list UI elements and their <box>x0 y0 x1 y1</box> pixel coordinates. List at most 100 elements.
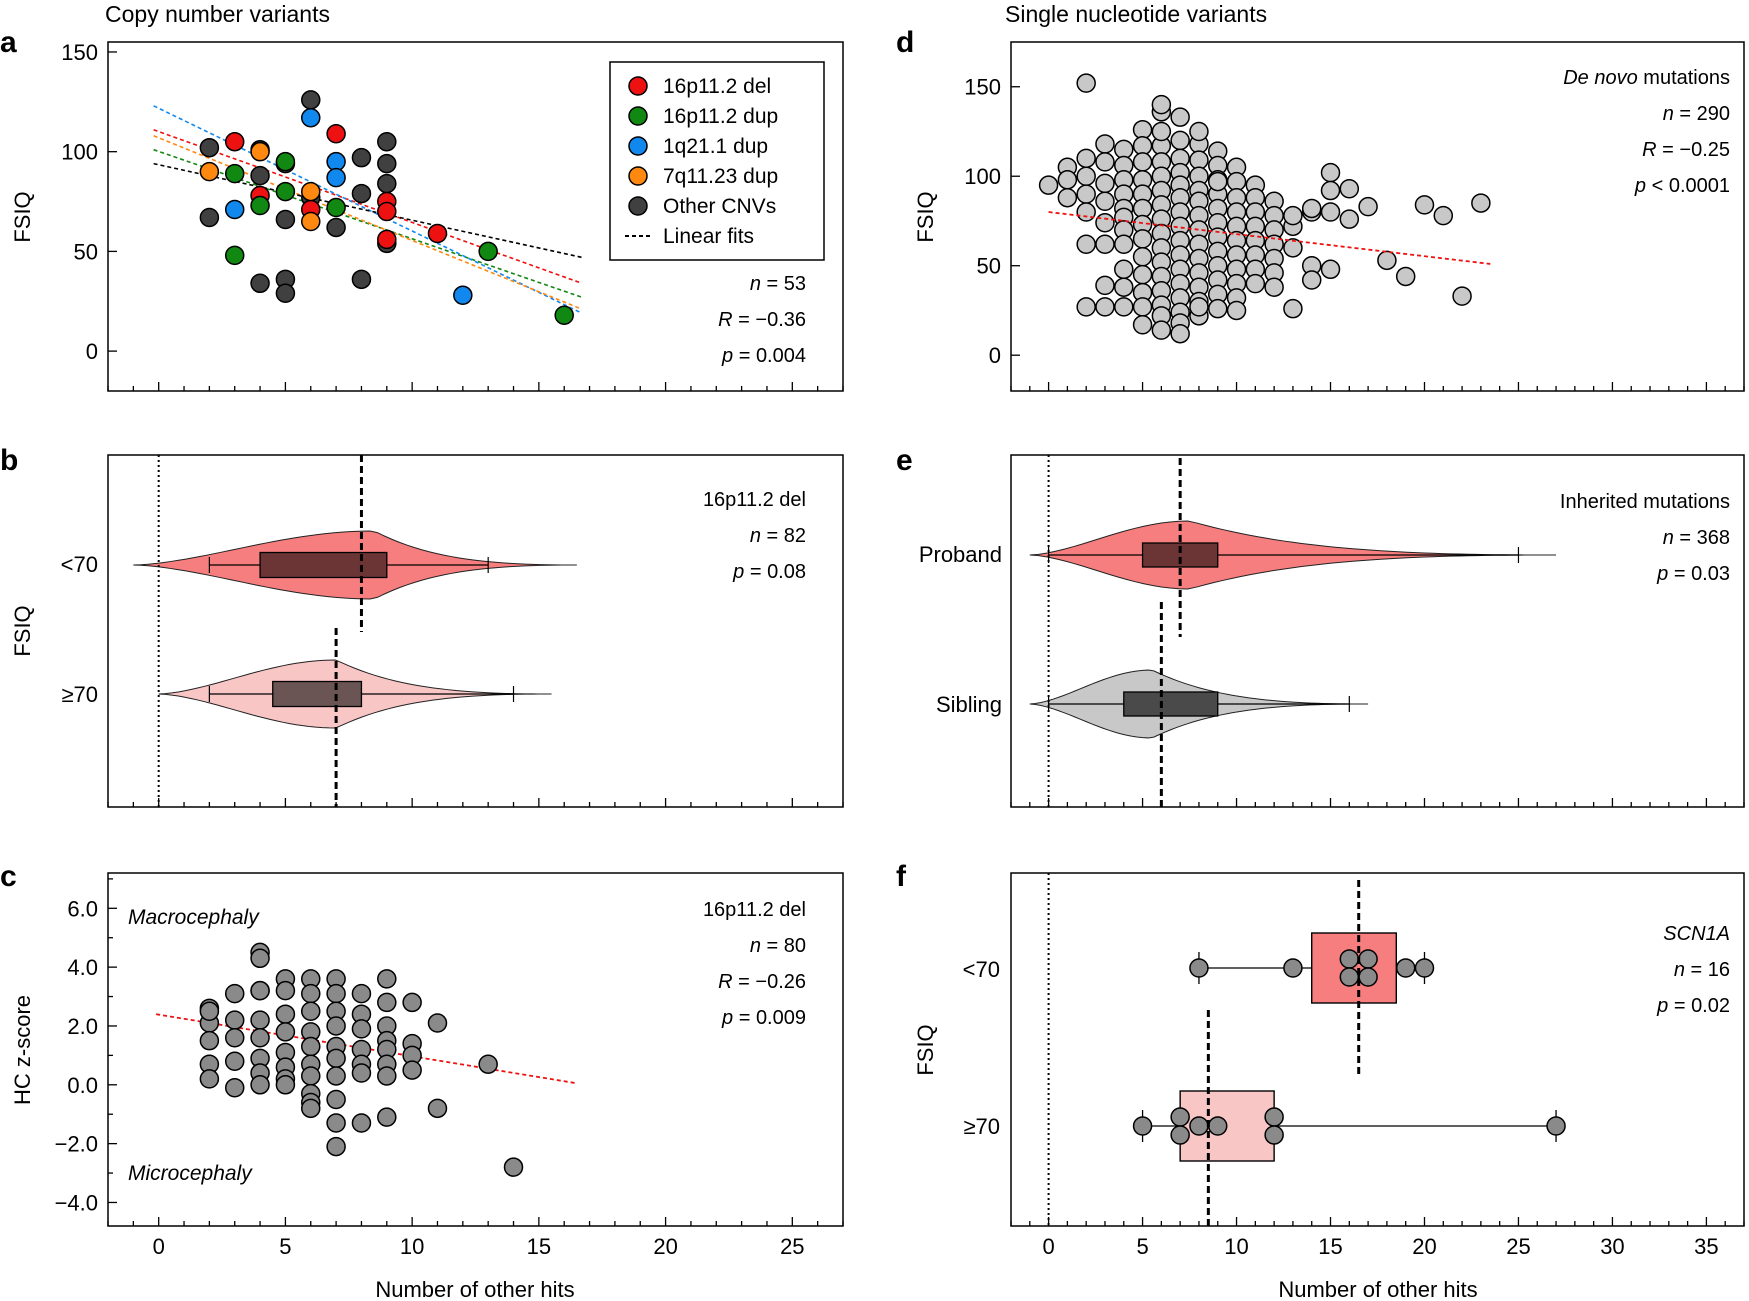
data-point <box>1114 259 1134 280</box>
x-tick-label: 30 <box>1600 1234 1624 1259</box>
section-title-right: Single nucleotide variants <box>1005 1 1267 27</box>
data-point <box>199 161 220 182</box>
data-point <box>1170 107 1190 127</box>
data-point <box>326 1136 346 1157</box>
panel-e-stat-label: Inherited mutations <box>1560 491 1730 513</box>
data-point <box>1207 171 1228 192</box>
data-point <box>377 131 397 152</box>
panel-f-xlabel: Number of other hits <box>1278 1277 1477 1301</box>
data-point <box>250 1010 270 1030</box>
data-point <box>377 201 397 222</box>
data-point <box>377 153 397 174</box>
data-point <box>1264 1125 1284 1145</box>
panel-c-stat-label: 16p11.2 del <box>703 899 806 921</box>
data-point <box>1057 170 1078 190</box>
data-point <box>250 980 270 1001</box>
data-point <box>1339 209 1360 229</box>
panel-a-ylabel: FSIQ <box>10 191 35 242</box>
panel-c-stat-n: n = 80 <box>750 935 806 957</box>
data-point <box>1395 958 1416 978</box>
fit-line-16p11-2-dup <box>153 148 583 299</box>
data-point <box>301 90 321 110</box>
data-point <box>301 1036 321 1057</box>
data-point <box>478 1054 498 1074</box>
data-point <box>224 245 245 266</box>
data-point <box>301 211 321 232</box>
data-point <box>1339 949 1360 969</box>
data-point <box>377 1107 397 1127</box>
data-point <box>1320 202 1341 222</box>
data-point <box>250 1075 270 1095</box>
data-point <box>1132 152 1153 172</box>
data-point <box>1207 298 1228 319</box>
panel-d-yticks: 0 50 100 150 <box>964 75 1020 368</box>
data-point <box>1358 967 1378 987</box>
data-point <box>1151 320 1172 340</box>
data-point <box>301 108 321 128</box>
y-tick-label: 0 <box>86 339 98 364</box>
legend-marker-1q-dup <box>628 136 648 156</box>
data-point <box>1189 297 1209 317</box>
panel-d-ylabel: FSIQ <box>913 191 938 242</box>
panel-e-violins <box>1029 455 1557 807</box>
data-point <box>1283 238 1303 258</box>
data-point <box>224 1051 245 1072</box>
panel-d-stat-n: n = 290 <box>1663 103 1730 125</box>
data-point <box>1095 275 1115 296</box>
legend-label-fit: Linear fits <box>663 225 754 248</box>
data-point <box>427 1098 448 1119</box>
data-point <box>326 1089 346 1110</box>
y-tick-label: 6.0 <box>67 896 98 921</box>
data-point <box>1414 958 1435 978</box>
data-point <box>351 1113 372 1133</box>
data-point <box>1301 198 1322 219</box>
data-point <box>377 229 397 250</box>
data-point <box>1245 273 1266 294</box>
panel-b: FSIQ <70 ≥70 16p11.2 del n = 82 p = 0.08 <box>10 454 844 808</box>
data-point <box>1189 1116 1209 1136</box>
y-tick-label: 2.0 <box>67 1014 98 1039</box>
panel-f-stat-p: p = 0.02 <box>1656 995 1730 1017</box>
data-point <box>1170 1107 1190 1127</box>
panel-e-group-label-proband: Proband <box>919 542 1002 567</box>
x-tick-label: 5 <box>279 1234 291 1259</box>
data-point <box>478 241 498 262</box>
panel-f-xticks: 0 5 10 15 20 25 30 35 <box>1010 1217 1745 1259</box>
panel-letter-b: b <box>0 444 18 477</box>
x-tick-label: 35 <box>1694 1234 1718 1259</box>
data-point <box>275 209 296 230</box>
data-point <box>275 1004 296 1024</box>
data-point <box>351 183 372 204</box>
panel-a-stat-p: p = 0.004 <box>721 345 806 367</box>
panel-a-points <box>199 90 574 325</box>
y-tick-label: 100 <box>61 140 98 165</box>
panel-a: FSIQ 0 50 100 150 16p11.2 del 16p11.2 dup 1… <box>10 40 844 392</box>
panel-a-frame <box>107 41 844 392</box>
panel-a-legend: 16p11.2 del 16p11.2 dup 1q21.1 dup 7q11.… <box>609 61 825 261</box>
fit-line-7q11-23-dup <box>153 134 583 310</box>
x-tick-label: 0 <box>1042 1234 1054 1259</box>
panel-c-macro-label: Macrocephaly <box>128 906 260 929</box>
data-point <box>301 1098 321 1119</box>
data-point <box>377 173 397 194</box>
legend-marker-16p-del <box>628 76 648 96</box>
panel-b-stat-n: n = 82 <box>750 525 806 547</box>
panel-c-micro-label: Microcephaly <box>128 1162 253 1185</box>
box <box>1123 691 1219 717</box>
data-point <box>1170 130 1190 151</box>
fit-line-16p11-2-del <box>153 128 583 285</box>
panel-letter-a: a <box>0 26 17 59</box>
data-point <box>224 1077 245 1098</box>
data-point <box>1076 297 1096 317</box>
data-point <box>1076 73 1096 93</box>
data-point <box>427 1013 448 1033</box>
data-point <box>1189 958 1209 978</box>
data-point <box>326 167 346 188</box>
data-point <box>1320 259 1341 280</box>
x-tick-label: 25 <box>780 1234 804 1259</box>
panel-letter-d: d <box>896 26 914 59</box>
y-tick-label: 4.0 <box>67 955 98 980</box>
data-point <box>351 1019 372 1039</box>
data-point <box>1076 234 1096 254</box>
data-point <box>1433 205 1454 226</box>
